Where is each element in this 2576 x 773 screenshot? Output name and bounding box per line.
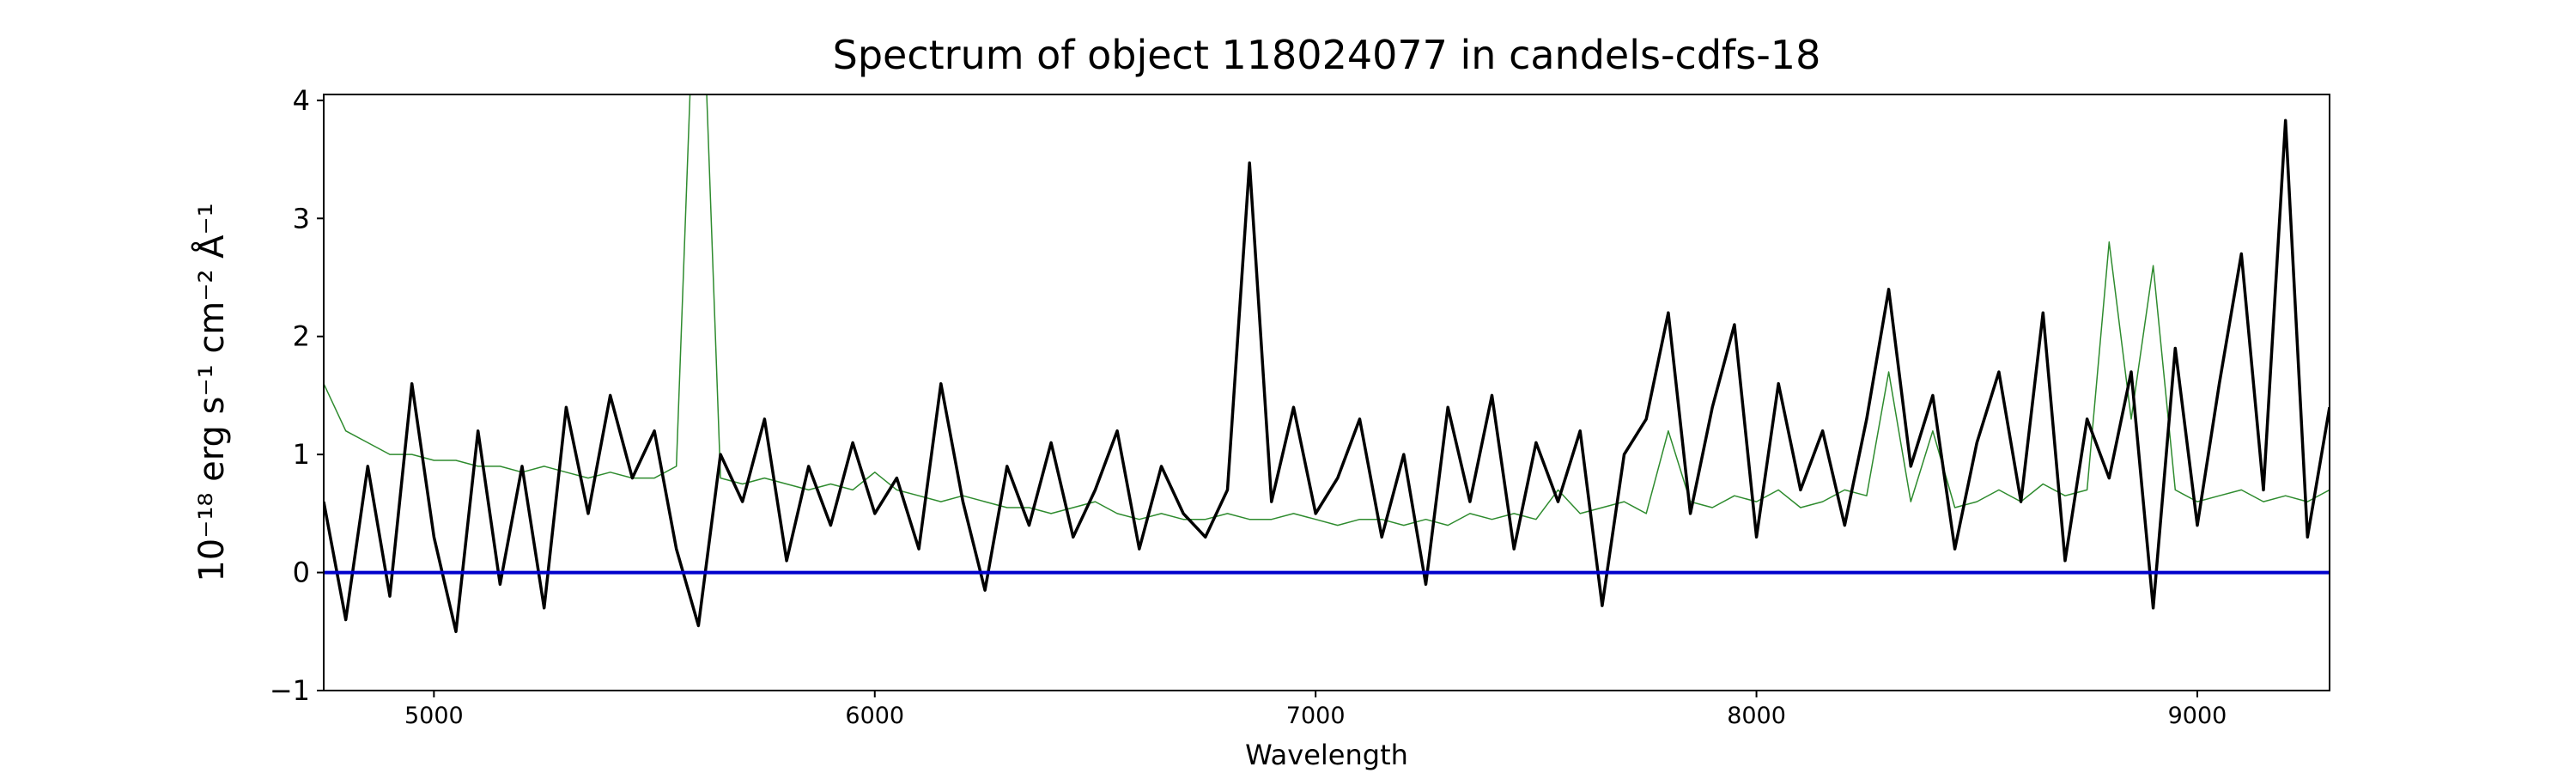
chart-title: Spectrum of object 118024077 in candels-… — [833, 32, 1821, 78]
y-tick-label: 3 — [293, 202, 310, 234]
x-tick-label: 5000 — [404, 703, 464, 729]
plot-frame — [323, 94, 2330, 691]
y-tick-label: 2 — [293, 320, 310, 353]
x-axis-label: Wavelength — [1245, 739, 1408, 771]
spectrum-line — [324, 94, 2330, 526]
x-tick-label: 8000 — [1727, 703, 1786, 729]
y-axis-label: 10⁻¹⁸ erg s⁻¹ cm⁻² Å⁻¹ — [191, 203, 232, 581]
y-tick-label: −1 — [270, 674, 310, 707]
x-tick-label: 6000 — [845, 703, 904, 729]
plot-area — [324, 94, 2330, 634]
x-tick-label: 7000 — [1286, 703, 1346, 729]
x-tick-label: 9000 — [2168, 703, 2227, 729]
y-tick-label: 1 — [293, 438, 310, 471]
spectrum-line — [324, 119, 2330, 634]
y-tick-label: 4 — [293, 84, 310, 117]
y-tick-label: 0 — [293, 557, 310, 589]
